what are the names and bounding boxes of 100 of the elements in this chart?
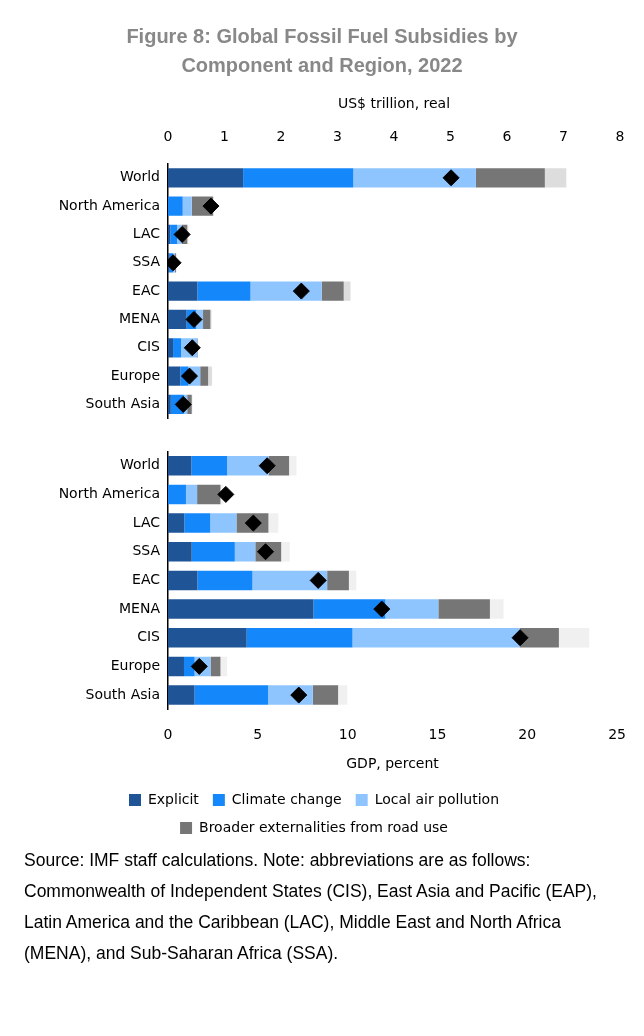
x2-tick-label: 7 <box>559 127 568 144</box>
x-tick-label: 15 <box>428 726 447 743</box>
bar <box>168 570 198 591</box>
y-tick-label: Europe <box>110 366 160 383</box>
x-tick-label: 25 <box>608 726 627 743</box>
x2-tick-label: 4 <box>389 127 399 144</box>
x2-tick-label: 5 <box>446 127 455 144</box>
point <box>174 395 192 413</box>
y-tick-label: SSA <box>132 542 161 559</box>
x-tick-label: 0 <box>163 726 173 743</box>
bar <box>348 570 357 591</box>
y-tick-label: LAC <box>132 225 161 242</box>
bar <box>243 168 354 188</box>
bar <box>168 196 183 216</box>
bar <box>173 338 181 358</box>
legend-label: Broader externalities from road use <box>199 818 448 835</box>
x2-tick-label: 0 <box>163 127 173 144</box>
legend-label: Local air pollution <box>374 790 500 807</box>
point <box>185 310 203 328</box>
y-tick-label: MENA <box>119 310 161 327</box>
x2-tick-label: 1 <box>220 127 229 144</box>
y-tick-label: EAC <box>132 281 161 298</box>
y-tick-label: EAC <box>132 571 161 588</box>
bar <box>168 627 247 648</box>
bar <box>343 281 351 301</box>
bar <box>168 366 181 386</box>
bar <box>168 541 192 562</box>
bar <box>185 484 198 505</box>
bar <box>191 541 235 562</box>
y-tick-label: World <box>119 456 160 473</box>
y-tick-label: North America <box>58 485 160 502</box>
bar <box>220 656 228 677</box>
bar <box>385 599 439 619</box>
y-tick-label: World <box>119 168 160 185</box>
bar <box>208 366 213 386</box>
bar <box>191 455 228 476</box>
bar <box>289 455 297 476</box>
bar <box>168 656 184 677</box>
x2-axis-title: US$ trillion, real <box>337 95 451 112</box>
bar <box>184 513 211 533</box>
bar <box>338 685 348 705</box>
bar <box>168 281 198 301</box>
x-tick-label: 5 <box>253 726 263 743</box>
bar <box>168 513 185 533</box>
bar <box>313 599 386 619</box>
bar <box>268 513 279 533</box>
x2-tick-label: 2 <box>276 127 286 144</box>
bar <box>327 570 349 591</box>
bar <box>168 309 187 330</box>
y-tick-label: CIS <box>137 628 161 645</box>
y-tick-label: SSA <box>132 253 161 270</box>
x2-tick-label: 6 <box>502 127 512 144</box>
point <box>173 225 191 243</box>
point <box>511 629 529 647</box>
bar <box>197 484 221 505</box>
bar <box>352 627 520 648</box>
y-tick-label: LAC <box>132 513 161 530</box>
source-note: Source: IMF staff calculations. Note: abbreviations are as follows: Commonwealth of Independent States (CIS), East Asia and Pacific (EAP), Latin America and the Caribbean (LAC), Middle East and North Africa (MENA), and Sub-Saharan Africa (SSA). <box>23 849 598 965</box>
bar <box>203 309 211 330</box>
bar <box>234 541 256 562</box>
bar <box>353 168 476 188</box>
bar <box>246 627 353 648</box>
bar <box>321 281 344 301</box>
point <box>258 457 276 475</box>
bar <box>544 168 567 188</box>
bar <box>168 338 174 358</box>
x-axis-title: GDP, percent <box>346 755 440 772</box>
bar <box>210 513 237 533</box>
bar <box>200 366 209 386</box>
bar <box>182 196 192 216</box>
bar <box>475 168 545 188</box>
point <box>309 571 327 589</box>
bar <box>168 484 186 505</box>
bar <box>168 599 314 619</box>
x-tick-label: 20 <box>518 726 537 743</box>
point <box>373 600 391 618</box>
bar <box>438 599 490 619</box>
y-tick-label: South Asia <box>85 685 160 702</box>
bar <box>168 394 171 415</box>
bar <box>194 685 269 705</box>
y-tick-label: North America <box>58 196 160 213</box>
x2-tick-label: 8 <box>615 127 625 144</box>
bar <box>312 685 339 705</box>
y-tick-label: South Asia <box>85 395 160 412</box>
x-tick-label: 10 <box>338 726 357 743</box>
chart-title: Figure 8: Global Fossil Fuel Subsidies by Component and Region, 2022 <box>125 24 519 78</box>
bar <box>489 599 504 619</box>
legend-label: Explicit <box>147 790 200 807</box>
point <box>190 657 208 675</box>
point <box>442 169 460 187</box>
bar <box>168 455 192 476</box>
bar <box>197 281 251 301</box>
x2-tick-label: 3 <box>333 127 342 144</box>
bar <box>558 627 590 648</box>
bar <box>197 570 253 591</box>
bar <box>168 168 244 188</box>
y-tick-label: MENA <box>119 599 161 616</box>
y-tick-label: Europe <box>110 657 160 674</box>
bar <box>168 685 195 705</box>
point <box>180 367 198 385</box>
